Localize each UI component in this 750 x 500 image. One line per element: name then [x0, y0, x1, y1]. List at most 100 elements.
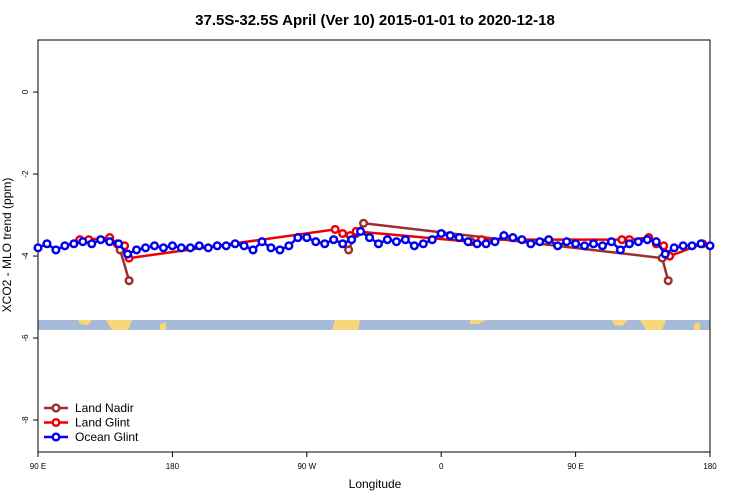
legend-label: Land Glint [75, 416, 130, 430]
data-point [436, 228, 446, 239]
y-tick-label: -4 [21, 252, 30, 260]
chart-title: 37.5S-32.5S April (Ver 10) 2015-01-01 to… [195, 12, 555, 29]
data-point [358, 218, 369, 228]
data-point [132, 245, 142, 255]
data-point [705, 241, 715, 251]
data-point [329, 235, 339, 245]
y-tick-label: 0 [21, 89, 30, 94]
data-point [248, 245, 258, 255]
data-point [356, 226, 366, 236]
data-point [185, 243, 195, 253]
data-point [330, 224, 340, 234]
data-point [344, 245, 354, 255]
data-point [167, 241, 177, 251]
data-point [580, 241, 590, 251]
legend-marker [51, 417, 61, 428]
data-point [382, 235, 392, 245]
data-point [409, 241, 419, 251]
data-point [463, 237, 473, 247]
data-point [78, 237, 88, 247]
data-point [194, 241, 204, 251]
data-point [687, 241, 697, 251]
data-point [553, 241, 563, 251]
data-point [517, 235, 527, 245]
data-point [597, 241, 608, 251]
data-point [544, 235, 554, 245]
data-point [508, 233, 518, 243]
x-tick-label: 180 [703, 462, 717, 471]
data-point [42, 239, 52, 249]
x-axis-label: Longitude [349, 477, 402, 491]
x-tick-label: 90 W [297, 462, 316, 471]
data-point [176, 243, 186, 253]
data-point [445, 230, 455, 241]
legend-marker [51, 432, 61, 442]
data-point [373, 239, 384, 249]
y-tick-label: -6 [21, 334, 30, 342]
y-tick-label: -2 [21, 170, 30, 178]
data-point [490, 237, 500, 247]
data-point [140, 243, 151, 253]
data-point [454, 233, 464, 243]
data-point [114, 239, 124, 249]
data-point [678, 241, 688, 251]
x-tick-label: 0 [439, 462, 444, 471]
data-point [660, 249, 670, 259]
data-point [203, 243, 213, 253]
legend-marker [51, 403, 61, 413]
data-point [606, 237, 616, 247]
y-axis-label: XCO2 - MLO trend (ppm) [0, 178, 14, 313]
data-point [472, 239, 482, 249]
data-point [347, 235, 357, 245]
data-point [696, 239, 706, 249]
y-tick-label: -8 [21, 416, 30, 424]
data-point [526, 239, 536, 249]
data-point [87, 239, 97, 249]
data-point [562, 237, 572, 247]
data-point [221, 241, 231, 251]
data-point [642, 235, 652, 245]
data-point [400, 235, 410, 245]
data-point [311, 237, 321, 247]
data-point [149, 241, 160, 251]
data-point [51, 245, 61, 255]
map-strip [38, 320, 710, 330]
data-point [320, 239, 330, 249]
data-point [96, 235, 106, 245]
data-point [633, 237, 643, 247]
data-point [257, 237, 267, 247]
data-point [338, 228, 348, 239]
data-point [239, 241, 249, 251]
data-point [364, 233, 375, 243]
data-point [624, 239, 634, 249]
data-point [615, 245, 625, 255]
data-point [588, 239, 599, 249]
data-point [669, 243, 679, 253]
legend-label: Ocean Glint [75, 430, 139, 444]
series-line [118, 221, 670, 281]
data-point [123, 249, 133, 259]
data-point [69, 239, 79, 249]
data-point [663, 276, 673, 286]
x-tick-label: 180 [166, 462, 180, 471]
data-point [275, 245, 285, 255]
data-point [266, 243, 276, 253]
data-point [105, 237, 115, 247]
data-point [124, 276, 134, 286]
legend-label: Land Nadir [75, 401, 134, 415]
data-point [391, 237, 401, 247]
data-point [535, 237, 545, 247]
series-line [37, 229, 711, 256]
data-point [302, 233, 312, 243]
data-point [212, 241, 222, 251]
data-point [33, 243, 43, 253]
data-point [293, 233, 303, 243]
data-point [284, 241, 294, 251]
data-point [60, 241, 70, 251]
data-point [617, 235, 627, 245]
data-point [427, 235, 437, 245]
x-tick-label: 90 E [30, 462, 46, 471]
data-point [481, 239, 491, 249]
data-point [499, 230, 509, 241]
